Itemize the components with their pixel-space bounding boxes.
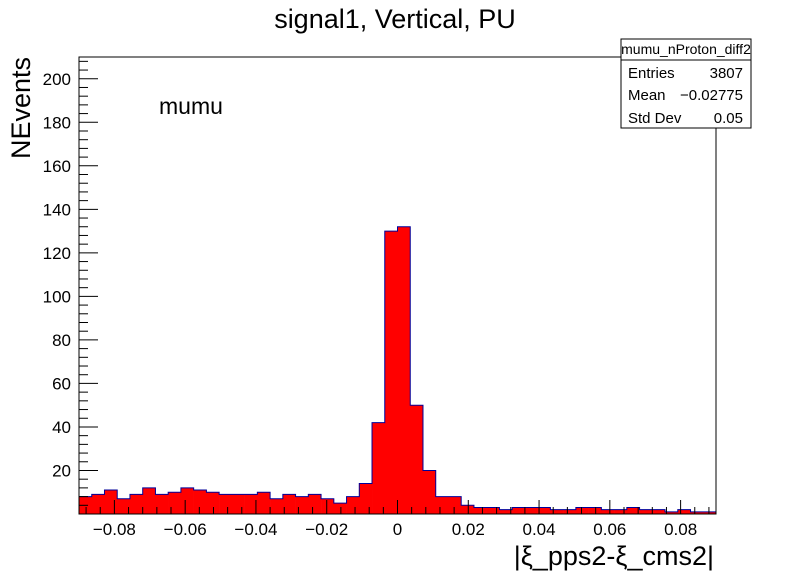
y-axis-title: NEvents <box>6 57 36 159</box>
channel-annotation: mumu <box>159 93 223 119</box>
histogram-bin-12 <box>231 494 245 514</box>
stats-stddev-value: 0.05 <box>714 110 743 127</box>
histogram-bin-24 <box>384 231 398 514</box>
histogram-bin-5 <box>142 487 156 514</box>
histogram-bin-16 <box>282 494 296 514</box>
x-axis: −0.08 −0.06 −0.04 −0.02 0 0.02 0.04 0.06 0.08 <box>85 500 710 539</box>
histogram-outline <box>78 226 717 514</box>
stats-histogram-name: mumu_nProton_diff2 <box>621 41 751 57</box>
histogram-bin-32 <box>486 507 500 514</box>
histogram-bin-23 <box>372 422 386 514</box>
y-tick-label: 40 <box>52 418 71 437</box>
stats-box: mumu_nProton_diff2 Entries 3807 Mean −0.… <box>620 38 752 129</box>
y-tick-label: 20 <box>52 461 71 480</box>
histogram-bin-27 <box>422 470 437 514</box>
y-tick-label: 200 <box>43 70 71 89</box>
histogram-bin-19 <box>321 498 335 514</box>
stats-box-frame <box>620 38 752 129</box>
histogram-bin-15 <box>270 498 284 514</box>
histogram-bin-3 <box>117 498 131 514</box>
histogram-bin-25 <box>397 226 411 515</box>
histogram-bin-1 <box>91 494 105 514</box>
y-tick-label: 80 <box>52 331 71 350</box>
histogram-bin-11 <box>219 494 233 514</box>
histogram-bin-29 <box>448 496 462 514</box>
histogram-bin-18 <box>308 494 322 514</box>
histogram-bin-35 <box>524 507 538 514</box>
histogram-bin-30 <box>461 505 475 514</box>
stats-entries-value: 3807 <box>710 65 743 82</box>
stats-entries-label: Entries <box>628 65 675 82</box>
histogram-bin-47 <box>677 509 691 514</box>
y-tick-label: 160 <box>43 157 71 176</box>
chart-title: signal1, Vertical, PU <box>274 4 516 34</box>
histogram-bin-20 <box>333 503 347 514</box>
y-tick-label: 100 <box>43 287 71 306</box>
x-tick-label: 0.06 <box>593 520 626 539</box>
histogram-bin-7 <box>168 492 182 514</box>
y-tick-label: 140 <box>43 200 71 219</box>
histogram-bin-37 <box>550 509 564 514</box>
y-tick-label: 180 <box>43 113 71 132</box>
histogram-bin-22 <box>359 483 373 514</box>
histogram-bin-17 <box>295 496 309 514</box>
histogram-bin-8 <box>180 487 194 514</box>
histogram-bin-33 <box>499 509 513 514</box>
histogram-bin-42 <box>614 509 628 514</box>
x-tick-label: −0.08 <box>93 520 136 539</box>
histogram-bin-39 <box>575 507 589 514</box>
y-tick-label: 120 <box>43 244 71 263</box>
x-tick-label: −0.02 <box>305 520 348 539</box>
histogram-bin-4 <box>129 494 143 514</box>
histogram-bin-45 <box>652 509 666 514</box>
histogram-bin-26 <box>410 405 424 514</box>
stats-mean-value: −0.02775 <box>680 87 743 104</box>
histogram-bin-44 <box>639 509 653 514</box>
stats-mean-label: Mean <box>628 87 666 104</box>
y-axis: 20 40 60 80 100 120 140 160 180 200 <box>43 60 98 506</box>
x-tick-label: 0 <box>393 520 402 539</box>
histogram-bin-28 <box>435 496 449 514</box>
x-tick-label: 0.02 <box>452 520 485 539</box>
histogram-bin-14 <box>257 492 271 514</box>
histogram-bin-34 <box>512 507 526 514</box>
histogram-bin-48 <box>690 511 704 514</box>
histogram-bin-2 <box>104 490 118 514</box>
histogram-bin-49 <box>703 511 717 514</box>
histogram-bin-13 <box>244 494 258 514</box>
histogram-bin-6 <box>155 494 169 514</box>
y-tick-label: 60 <box>52 374 71 393</box>
histogram-bin-46 <box>665 511 679 514</box>
histogram-bin-43 <box>626 507 640 514</box>
histogram-bin-31 <box>473 507 487 514</box>
x-tick-label: −0.06 <box>164 520 207 539</box>
histogram-bin-21 <box>346 496 360 514</box>
histogram-bin-9 <box>193 490 207 514</box>
x-tick-label: −0.04 <box>234 520 277 539</box>
histogram-bars <box>79 226 717 515</box>
histogram-bin-41 <box>601 509 615 514</box>
stats-stddev-label: Std Dev <box>628 110 682 127</box>
histogram-bin-10 <box>206 492 220 514</box>
histogram-bin-40 <box>588 507 602 514</box>
x-axis-title: |ξ_pps2-ξ_cms2| <box>514 541 714 571</box>
x-tick-label: 0.08 <box>664 520 697 539</box>
histogram-bin-38 <box>563 509 577 514</box>
histogram-bin-36 <box>537 507 551 514</box>
x-tick-label: 0.04 <box>523 520 556 539</box>
histogram-outline-line <box>78 226 717 514</box>
